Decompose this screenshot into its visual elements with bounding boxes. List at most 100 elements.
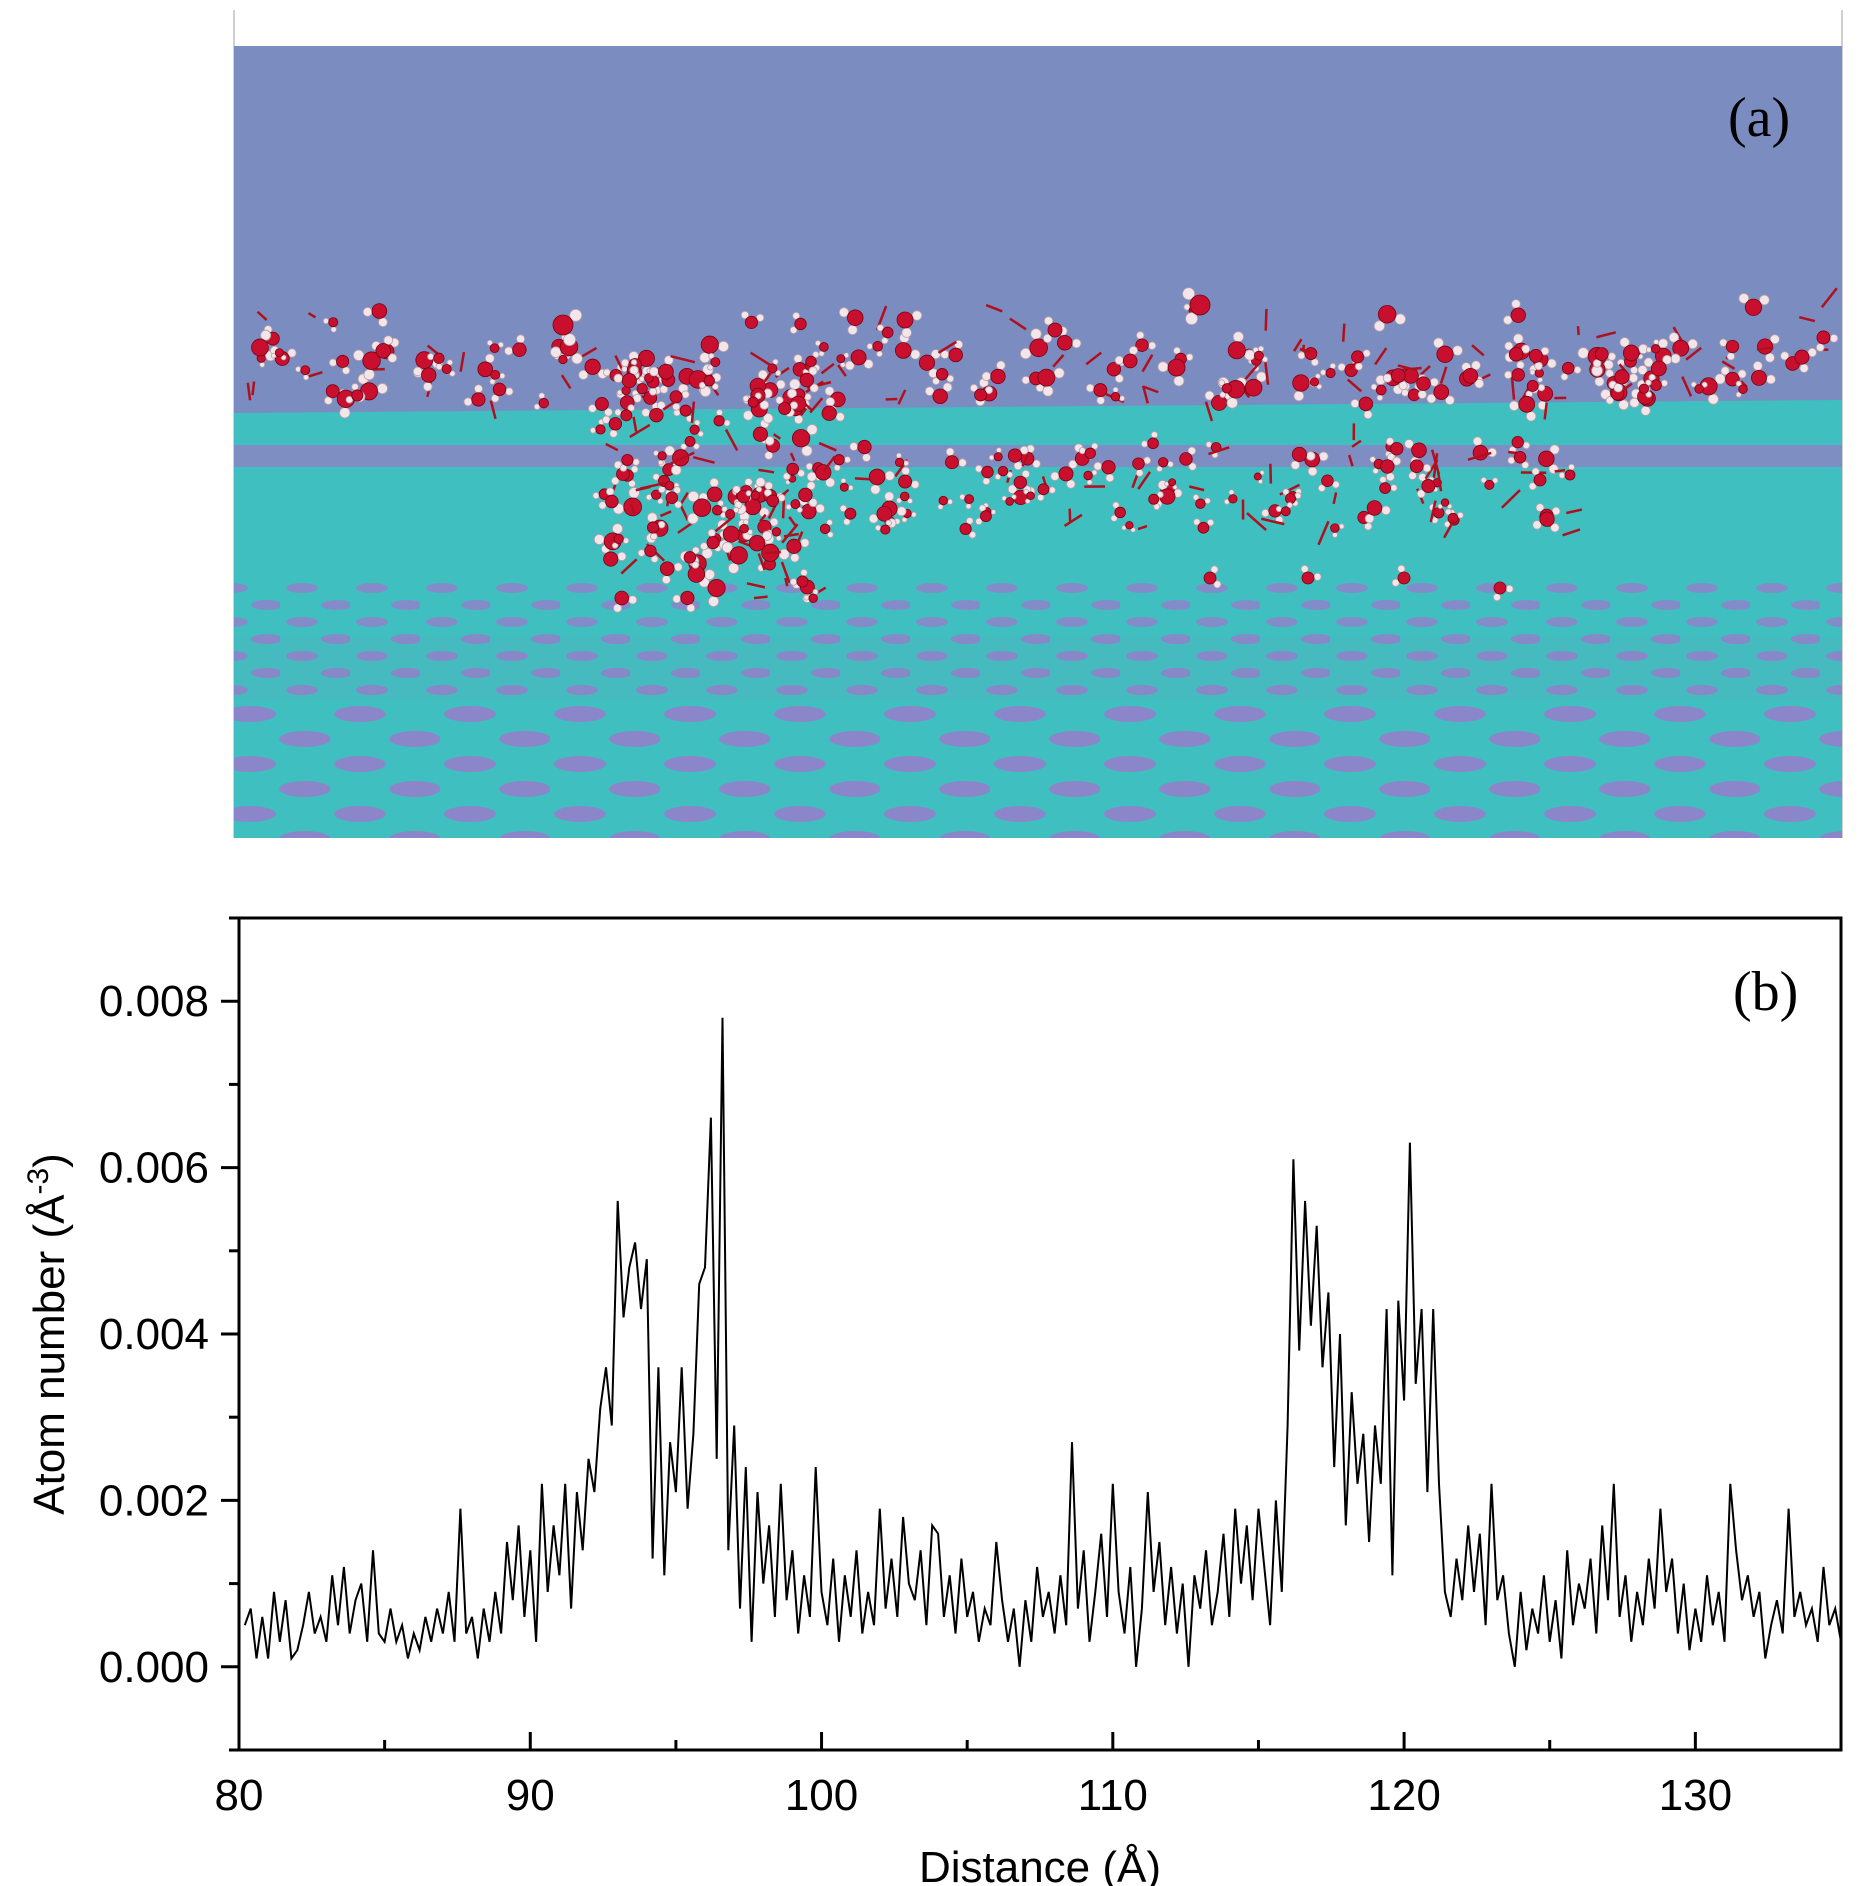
- y-tick-label: 0.000: [99, 1643, 209, 1692]
- hydrogen-bond: [1141, 354, 1154, 373]
- hydrogen-bond: [796, 531, 804, 543]
- water-molecule: [924, 382, 953, 405]
- water-molecule: [1192, 494, 1211, 509]
- hydrogen-bond: [670, 354, 696, 364]
- water-molecule: [1050, 466, 1076, 489]
- y-axis-ticks: [221, 916, 239, 1752]
- water-molecule: [975, 504, 992, 526]
- water-molecule: [1085, 383, 1108, 405]
- water-molecule: [1121, 521, 1136, 533]
- water-molecule: [1320, 362, 1337, 379]
- water-molecule: [352, 349, 381, 381]
- water-molecule: [375, 335, 398, 363]
- panel-b-label: (b): [1733, 961, 1798, 1023]
- water-molecule: [959, 517, 977, 539]
- water-molecule: [1433, 337, 1463, 363]
- water-molecule: [1330, 523, 1345, 538]
- water-molecule: [1507, 451, 1530, 469]
- x-axis-ticks: [237, 1732, 1843, 1750]
- water-molecule: [1309, 373, 1323, 390]
- water-molecule: [874, 519, 892, 535]
- water-molecule: [798, 481, 818, 508]
- water-molecule: [767, 358, 782, 377]
- water-molecule: [324, 384, 348, 405]
- water-molecule: [745, 486, 763, 501]
- water-molecule: [752, 418, 775, 446]
- water-molecule: [602, 415, 623, 438]
- water-molecule: [717, 519, 740, 551]
- water-molecule: [868, 505, 897, 528]
- water-molecule: [1369, 456, 1384, 475]
- water-molecule: [1223, 489, 1238, 505]
- hydrogen-bond: [1566, 508, 1583, 515]
- hydrogen-bond: [1681, 376, 1693, 397]
- water-molecule: [739, 519, 754, 536]
- hydrogen-bond: [1471, 344, 1485, 357]
- water-molecule: [412, 366, 437, 392]
- water-molecule: [1528, 346, 1550, 371]
- water-molecule: [687, 490, 712, 525]
- water-molecule: [994, 465, 1014, 481]
- water-molecule: [598, 487, 619, 510]
- water-molecule: [868, 468, 895, 495]
- water-molecule: [937, 495, 953, 510]
- water-molecule: [1148, 491, 1164, 511]
- water-molecule: [789, 568, 809, 588]
- water-molecule: [1023, 488, 1035, 504]
- hydrogen-bond: [784, 577, 789, 587]
- water-molecules: [246, 287, 1839, 613]
- hydrogen-bond: [1346, 378, 1363, 393]
- water-molecule: [775, 396, 798, 415]
- hydrogen-bond: [1397, 364, 1418, 372]
- water-molecule: [1492, 581, 1514, 602]
- water-molecule: [1037, 483, 1056, 502]
- water-molecule: [1690, 381, 1708, 394]
- water-molecule: [641, 400, 666, 423]
- water-molecule: [611, 533, 630, 549]
- water-molecule: [1373, 305, 1406, 332]
- water-molecule: [1253, 345, 1269, 363]
- hydrogen-bond: [781, 523, 799, 544]
- water-molecule: [713, 409, 731, 427]
- water-molecule: [689, 419, 704, 438]
- water-molecule: [896, 491, 914, 504]
- hydrogen-bond: [822, 455, 836, 472]
- water-molecule: [1379, 476, 1398, 494]
- hydrogen-bond: [1204, 401, 1214, 422]
- hydrogen-bond: [1246, 512, 1267, 531]
- water-molecule: [504, 334, 527, 357]
- water-molecule: [1140, 431, 1159, 450]
- hydrogen-bond: [937, 340, 957, 354]
- water-molecule: [1253, 470, 1265, 485]
- water-molecule: [699, 335, 730, 364]
- hydrogen-bond: [1264, 361, 1270, 385]
- water-molecule: [833, 454, 851, 472]
- water-molecule: [1351, 349, 1371, 371]
- water-molecule: [1648, 373, 1669, 391]
- x-tick-label: 90: [506, 1771, 555, 1820]
- water-molecule: [680, 435, 700, 450]
- panel-b-chart: 0.000 0.002 0.004 0.006 0.008 80 90 100 110 120 1…: [22, 916, 1843, 1886]
- water-molecule: [896, 310, 923, 338]
- water-molecule: [1444, 508, 1464, 524]
- x-axis-tick-labels: 80 90 100 110 120 130: [215, 1771, 1733, 1820]
- water-molecule: [866, 341, 883, 358]
- water-molecule: [1480, 476, 1499, 490]
- water-molecule: [1114, 345, 1138, 369]
- water-molecule: [1508, 395, 1537, 422]
- hydrogen-bond: [256, 310, 268, 321]
- water-molecule: [322, 317, 339, 333]
- water-molecule: [1437, 498, 1453, 510]
- water-molecule: [643, 385, 662, 411]
- hydrogen-bond: [757, 553, 766, 571]
- hydrogen-bond: [1467, 451, 1492, 461]
- hydrogen-bond: [1347, 454, 1354, 467]
- water-molecule: [1385, 437, 1404, 462]
- water-molecule: [799, 366, 819, 393]
- water-molecule: [665, 486, 682, 509]
- water-molecule: [1157, 358, 1186, 387]
- water-molecule: [1794, 347, 1817, 373]
- water-molecule: [1720, 366, 1747, 387]
- water-molecule: [1110, 386, 1126, 402]
- y-tick-label: 0.004: [99, 1310, 209, 1359]
